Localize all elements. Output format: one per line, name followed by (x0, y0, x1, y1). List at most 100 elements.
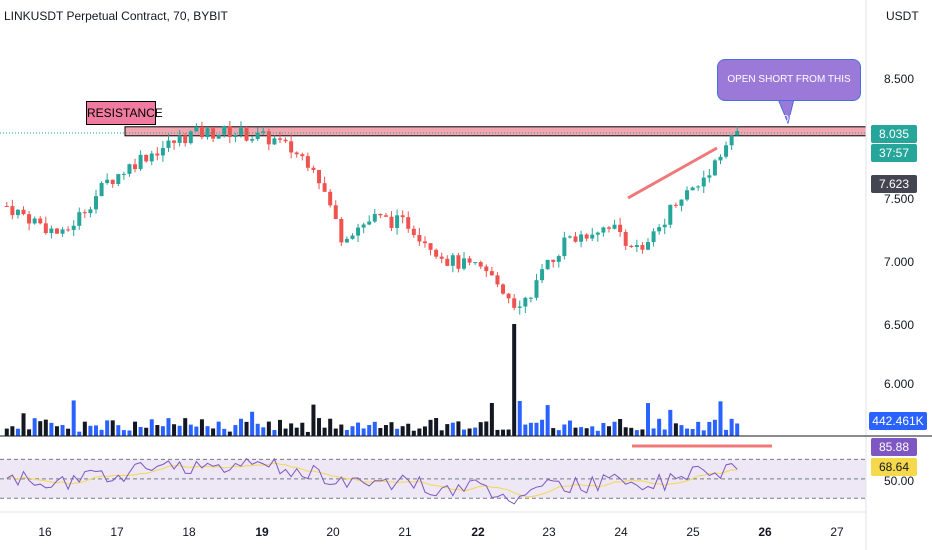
x-tick-26: 26 (758, 525, 772, 539)
candle-body (194, 127, 199, 132)
candle-body (562, 237, 567, 257)
x-tick-16: 16 (38, 525, 52, 539)
candle-body (501, 284, 506, 294)
candle-body (49, 228, 54, 234)
volume-bar (311, 404, 316, 436)
volume-bar (545, 405, 550, 436)
candle-body (523, 297, 528, 307)
volume-bar (735, 423, 740, 436)
volume-bar (255, 423, 260, 436)
candle-body (556, 256, 561, 262)
volume-bar (322, 427, 327, 436)
volume-bar (15, 428, 20, 436)
volume-bar (679, 425, 684, 436)
candle-body (255, 132, 260, 140)
volume-bar (283, 428, 288, 436)
candle-body (155, 153, 160, 156)
volume-bar (188, 424, 193, 436)
x-tick-22: 22 (471, 525, 485, 539)
candle-body (127, 164, 132, 174)
candle-body (673, 204, 678, 206)
volume-bar (227, 431, 232, 436)
candle-body (478, 262, 483, 267)
candle-body (406, 217, 411, 229)
volume-bar (501, 429, 506, 436)
candle-body (467, 258, 472, 263)
candle-body (38, 218, 43, 224)
volume-bar (372, 421, 377, 436)
candle-body (489, 271, 494, 276)
volume-bar (216, 421, 221, 436)
candle-body (724, 145, 729, 157)
candle-body (160, 147, 165, 156)
candle-body (94, 196, 98, 210)
candle-body (707, 175, 712, 178)
volume-bar (127, 430, 132, 436)
candle-body (133, 164, 138, 170)
volume-bar (378, 428, 383, 436)
volume-bar (172, 424, 177, 436)
candle-body (383, 215, 388, 217)
volume-bar (623, 427, 628, 436)
candle-body (110, 179, 115, 185)
volume-bars (4, 324, 740, 436)
volume-bar (685, 428, 690, 436)
volume-bar (651, 428, 656, 436)
volume-bar (556, 430, 561, 436)
volume-bar (551, 428, 556, 436)
candle-body (43, 223, 48, 234)
candles (4, 120, 740, 315)
volume-bar (121, 430, 126, 436)
candle-body (339, 218, 344, 243)
volume-bar (305, 431, 310, 436)
candle-body (462, 258, 466, 269)
x-tick-27: 27 (830, 525, 844, 539)
x-tick-24: 24 (614, 525, 628, 539)
x-tick-21: 21 (398, 525, 412, 539)
volume-bar (238, 418, 243, 436)
candle-body (227, 126, 232, 137)
volume-bar (77, 431, 82, 436)
candle-body (395, 215, 400, 228)
candle-body (685, 190, 690, 200)
volume-bar (400, 426, 405, 436)
volume-bar (144, 427, 149, 436)
volume-bar (473, 427, 478, 436)
volume-bar (105, 420, 110, 436)
volume-bar (333, 428, 338, 436)
level-tag: 7.623 (871, 175, 917, 193)
volume-bar (612, 421, 617, 436)
candle-body (417, 235, 422, 242)
candle-body (121, 173, 126, 175)
candle-body (456, 255, 461, 269)
volume-bar (534, 422, 539, 436)
candle-body (584, 234, 589, 239)
candle-body (361, 224, 366, 228)
volume-bar (38, 421, 43, 436)
candle-body (4, 206, 9, 207)
candle-body (590, 234, 595, 239)
volume-bar (205, 426, 210, 436)
rsi-ma-line (6, 462, 738, 498)
chart-title: LINKUSDT Perpetual Contract, 70, BYBIT (4, 9, 228, 23)
x-tick-23: 23 (542, 525, 556, 539)
volume-bar (634, 430, 639, 436)
volume-bar (328, 418, 333, 436)
candle-body (300, 154, 305, 157)
candle-body (105, 179, 110, 184)
volume-bar (662, 429, 667, 436)
volume-bar (512, 324, 517, 436)
candle-body (99, 183, 104, 197)
candle-body (640, 245, 645, 250)
candle-body (183, 135, 188, 144)
volume-bar (517, 401, 522, 436)
volume-bar (160, 426, 165, 436)
volume-bar (668, 409, 673, 436)
resistance-label: RESISTANCE (86, 101, 163, 125)
candle-body (646, 242, 650, 250)
unit-label: USDT (886, 9, 919, 23)
volume-bar (439, 430, 444, 436)
candle-body (54, 228, 59, 234)
volume-bar (629, 427, 634, 436)
